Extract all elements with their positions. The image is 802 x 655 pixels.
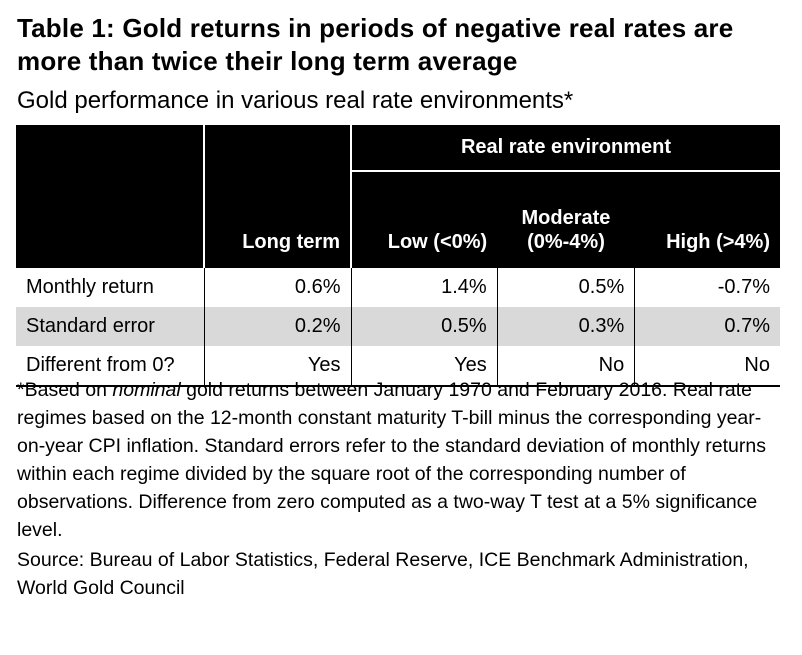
row-label-standard-error: Standard error <box>16 307 205 346</box>
cell-value: 0.5% <box>496 268 635 307</box>
col-header-high: High (>4%) <box>634 170 780 268</box>
cell-value: Yes <box>203 346 351 387</box>
group-header-real-rate: Real rate environment <box>350 125 780 171</box>
source-note: Source: Bureau of Labor Statistics, Fede… <box>17 549 749 599</box>
col-header-low: Low (<0%) <box>349 170 498 268</box>
table-row: Different from 0? Yes Yes No No <box>16 346 780 387</box>
cell-value: 0.6% <box>203 268 351 307</box>
row-label-different-from-0: Different from 0? <box>16 346 205 387</box>
cell-value: No <box>634 346 780 387</box>
footnote: *Based on nominal gold returns between J… <box>17 376 787 544</box>
footnote-text: gold returns between January 1970 and Fe… <box>17 379 766 541</box>
cell-value: 0.5% <box>350 307 498 346</box>
col-header-moderate: Moderate (0%-4%) <box>497 170 635 268</box>
table-row: Standard error 0.2% 0.5% 0.3% 0.7% <box>16 307 780 346</box>
cell-value: 0.2% <box>203 307 351 346</box>
col-header-long-term: Long term <box>203 171 351 268</box>
header-empty-label <box>16 125 204 171</box>
gold-returns-table: Real rate environment Long term Low (<0%… <box>16 125 780 387</box>
cell-value: Yes <box>350 346 498 387</box>
footnote-prefix: *Based on <box>17 379 113 401</box>
cell-value: No <box>496 346 635 387</box>
col-header-moderate-line1: Moderate <box>521 207 611 229</box>
cell-value: 1.4% <box>350 268 498 307</box>
table-row: Monthly return 0.6% 1.4% 0.5% -0.7% <box>16 268 780 307</box>
cell-value: 0.7% <box>634 307 780 346</box>
table-title: Table 1: Gold returns in periods of nega… <box>17 13 734 76</box>
cell-value: 0.3% <box>496 307 635 346</box>
header-row-group: Real rate environment <box>16 125 780 171</box>
row-label-monthly-return: Monthly return <box>26 276 154 298</box>
header-row-label-blank <box>16 171 204 268</box>
header-row-columns: Long term Low (<0%) Moderate (0%-4%) Hig… <box>16 170 780 268</box>
cell-value: -0.7% <box>634 268 780 307</box>
footnote-emphasis: nominal <box>112 379 181 401</box>
header-empty-longterm <box>203 125 351 171</box>
col-header-moderate-line2: (0%-4%) <box>527 231 605 253</box>
table-subtitle: Gold performance in various real rate en… <box>17 87 574 114</box>
